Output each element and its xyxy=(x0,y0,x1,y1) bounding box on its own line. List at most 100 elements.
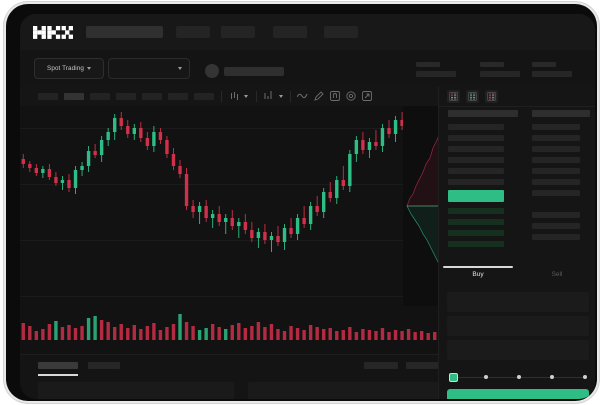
order-amount-field[interactable] xyxy=(447,316,589,336)
nav-item-1[interactable] xyxy=(176,26,210,38)
instrument-sub-bar: Spot Trading xyxy=(20,50,595,86)
slider-node[interactable] xyxy=(583,375,587,379)
orderbook-row[interactable] xyxy=(532,179,580,185)
chart-gridline xyxy=(20,128,438,129)
bottom-action-2[interactable] xyxy=(406,362,438,369)
nav-item-3[interactable] xyxy=(273,26,307,38)
orderbook-row[interactable] xyxy=(532,110,590,117)
ticker-stat-label xyxy=(416,62,440,67)
pair-name-label xyxy=(224,67,284,76)
nav-item-4[interactable] xyxy=(324,26,358,38)
orderbook-row[interactable] xyxy=(448,219,504,225)
ticker-stat-label xyxy=(480,62,504,67)
tab-sell[interactable]: Sell xyxy=(551,271,563,278)
depth-overlay xyxy=(403,106,438,306)
slider-node[interactable] xyxy=(484,375,488,379)
bottom-tab-active[interactable] xyxy=(38,362,78,369)
toolbar-divider xyxy=(221,91,222,102)
slider-node[interactable] xyxy=(550,375,554,379)
chart-gridline xyxy=(20,240,438,241)
orderbook-row[interactable] xyxy=(448,241,504,247)
orderbook-row[interactable] xyxy=(448,124,504,130)
ticker-stat-value xyxy=(480,71,520,77)
orderbook-row[interactable] xyxy=(532,212,580,218)
submit-buy-button[interactable] xyxy=(447,389,589,399)
orders-panel xyxy=(20,354,444,399)
orderbook-row[interactable] xyxy=(532,201,580,207)
clock-icon[interactable] xyxy=(346,91,356,101)
toolbar-divider xyxy=(290,91,291,102)
indicator-icon[interactable] xyxy=(264,91,272,100)
orderbook-row[interactable] xyxy=(532,223,580,229)
order-amount-slider[interactable] xyxy=(449,373,589,382)
price-chart[interactable] xyxy=(20,106,438,354)
trading-mode-select[interactable]: Spot Trading xyxy=(34,58,104,79)
orderbook-row[interactable] xyxy=(448,157,504,163)
ticker-stat-0 xyxy=(416,62,456,77)
fullscreen-icon[interactable] xyxy=(362,91,372,101)
toolbar-pill-5[interactable] xyxy=(168,93,188,100)
orderbook-row[interactable] xyxy=(532,135,580,141)
orderbook-row[interactable] xyxy=(532,146,580,152)
device-frame: Spot Trading xyxy=(6,4,597,401)
chevron-down-icon[interactable] xyxy=(244,95,248,98)
orderbook-row[interactable] xyxy=(448,230,504,236)
orderbook-mode-bids[interactable] xyxy=(466,90,479,103)
okx-logo[interactable] xyxy=(33,26,73,39)
orderbook-and-order-form: Buy Sell xyxy=(438,86,595,399)
toolbar-pill-1[interactable] xyxy=(64,93,84,100)
order-total-field[interactable] xyxy=(447,340,589,360)
candlestick-icon[interactable] xyxy=(230,92,239,100)
orderbook-row[interactable] xyxy=(532,234,580,240)
orderbook-row[interactable] xyxy=(532,157,580,163)
chart-toolbar xyxy=(20,86,438,107)
pair-select[interactable] xyxy=(108,58,190,79)
pencil-icon[interactable] xyxy=(314,91,324,101)
ticker-stat-label xyxy=(532,62,556,67)
bottom-action-1[interactable] xyxy=(364,362,398,369)
slider-handle[interactable] xyxy=(449,373,458,382)
orderbook-row[interactable] xyxy=(448,190,504,202)
orderbook-row[interactable] xyxy=(532,168,580,174)
bottom-tab-1[interactable] xyxy=(88,362,120,369)
orderbook-left-column[interactable] xyxy=(448,110,518,252)
orderbook-row[interactable] xyxy=(448,168,504,174)
pair-avatar xyxy=(205,64,219,78)
chart-gridline xyxy=(20,296,438,297)
orderbook-row[interactable] xyxy=(448,179,504,185)
orderbook-row[interactable] xyxy=(532,124,580,130)
toolbar-pill-3[interactable] xyxy=(116,93,136,100)
ticker-stat-1 xyxy=(480,62,520,77)
ticker-stat-value xyxy=(532,71,572,77)
chevron-down-icon[interactable] xyxy=(279,95,283,98)
ticker-stat-value xyxy=(416,71,456,77)
orderbook-row[interactable] xyxy=(532,190,580,196)
orderbook-row[interactable] xyxy=(448,135,504,141)
toolbar-pill-2[interactable] xyxy=(90,93,110,100)
orderbook-right-column[interactable] xyxy=(532,110,590,245)
top-navigation-bar xyxy=(20,14,595,50)
line-chart-icon[interactable] xyxy=(297,92,308,99)
magnet-icon[interactable] xyxy=(330,91,340,101)
slider-node[interactable] xyxy=(517,375,521,379)
orderbook-header-divider xyxy=(439,106,595,107)
toolbar-pill-0[interactable] xyxy=(38,93,58,100)
orderbook-row[interactable] xyxy=(448,208,504,214)
trading-mode-label: Spot Trading xyxy=(47,65,84,72)
volume-series xyxy=(21,314,437,340)
order-price-field[interactable] xyxy=(447,292,589,312)
chevron-down-icon xyxy=(86,67,91,70)
orderbook-row[interactable] xyxy=(448,146,504,152)
nav-item-2[interactable] xyxy=(221,26,255,38)
toolbar-pill-6[interactable] xyxy=(194,93,214,100)
orderbook-mode-both[interactable] xyxy=(447,90,460,103)
ticker-stat-2 xyxy=(532,62,572,77)
toolbar-pill-4[interactable] xyxy=(142,93,162,100)
orderbook-mode-asks[interactable] xyxy=(485,90,498,103)
orderbook-mode-group xyxy=(447,90,498,103)
tab-buy[interactable]: Buy xyxy=(472,271,484,278)
orders-content-left xyxy=(38,382,234,399)
orderbook-row[interactable] xyxy=(448,110,518,117)
nav-item-active[interactable] xyxy=(86,26,163,38)
